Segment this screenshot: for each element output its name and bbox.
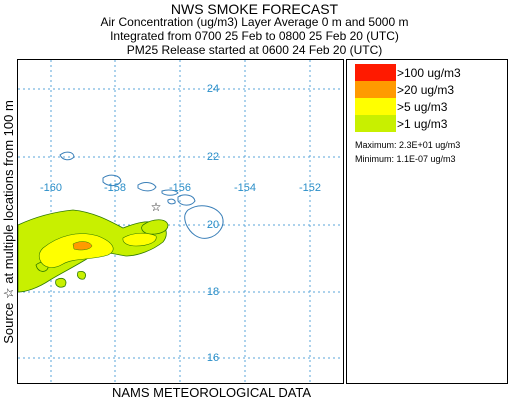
- concentration-description: Air Concentration (ug/m3) Layer Average …: [100, 15, 409, 29]
- legend-swatch-gt5: [355, 98, 396, 115]
- legend-label-gt1: >1 ug/m3: [397, 117, 448, 131]
- lon-label: -160: [40, 182, 62, 194]
- smoke-map: ☆ -160 -158 -156 -154 -152 24 22 20 18 1…: [18, 60, 343, 383]
- plume-gt20-core: [72, 241, 93, 251]
- lat-label: 20: [207, 219, 219, 231]
- map-panel: ☆ -160 -158 -156 -154 -152 24 22 20 18 1…: [17, 59, 344, 384]
- lon-label: -154: [234, 182, 256, 194]
- coastlines: [59, 151, 224, 239]
- lat-label: 24: [207, 83, 219, 95]
- legend-swatch-gt100: [355, 64, 396, 81]
- lon-labels: -160 -158 -156 -154 -152: [40, 182, 321, 194]
- plume-gt1-east: [141, 219, 169, 235]
- integration-period: Integrated from 0700 25 Feb to 0800 25 F…: [110, 29, 399, 43]
- source-label-text: Source ☆ at multiple locations from 100 …: [0, 99, 16, 344]
- island-maui: [177, 194, 196, 206]
- lon-label: -152: [299, 182, 321, 194]
- plume-gt5-core: [38, 233, 114, 268]
- lat-label: 16: [207, 352, 219, 364]
- plume-gt5: [38, 232, 157, 268]
- legend-label-gt20: >20 ug/m3: [397, 83, 455, 97]
- legend-swatch-gt20: [355, 81, 396, 98]
- legend-label-gt5: >5 ug/m3: [397, 100, 448, 114]
- lon-label: -158: [104, 182, 126, 194]
- island-big-island: [184, 205, 224, 239]
- plume-gt20: [72, 241, 93, 251]
- met-data-label: NAMS METEOROLOGICAL DATA: [111, 385, 312, 400]
- island-kauai: [102, 174, 122, 187]
- island-oahu: [137, 182, 157, 192]
- min-value: Minimum: 1.1E-07 ug/m3: [355, 154, 456, 164]
- plume-gt1-patch: [55, 278, 67, 288]
- plume-gt1-patch: [77, 271, 86, 280]
- lat-labels: 24 22 20 18 16: [207, 83, 219, 364]
- max-value: Maximum: 2.3E+01 ug/m3: [355, 140, 461, 150]
- map-title: NWS SMOKE FORECAST: [170, 1, 339, 17]
- lon-label: -156: [169, 182, 191, 194]
- source-label: Source ☆ at multiple locations from 100 …: [0, 59, 17, 384]
- legend-label-gt100: >100 ug/m3: [397, 66, 461, 80]
- release-start: PM25 Release started at 0600 24 Feb 20 (…: [126, 43, 383, 57]
- island-lanai: [167, 198, 176, 205]
- legend: >100 ug/m3 >20 ug/m3 >5 ug/m3 >1 ug/m3 M…: [346, 59, 508, 384]
- star-icon: ☆: [151, 200, 162, 214]
- lat-label: 18: [207, 286, 219, 298]
- plume-gt5-east: [122, 232, 157, 247]
- island-molokai: [161, 189, 179, 196]
- lat-label: 22: [207, 151, 219, 163]
- legend-swatch-gt1: [355, 115, 396, 132]
- island-niihau: [59, 151, 75, 161]
